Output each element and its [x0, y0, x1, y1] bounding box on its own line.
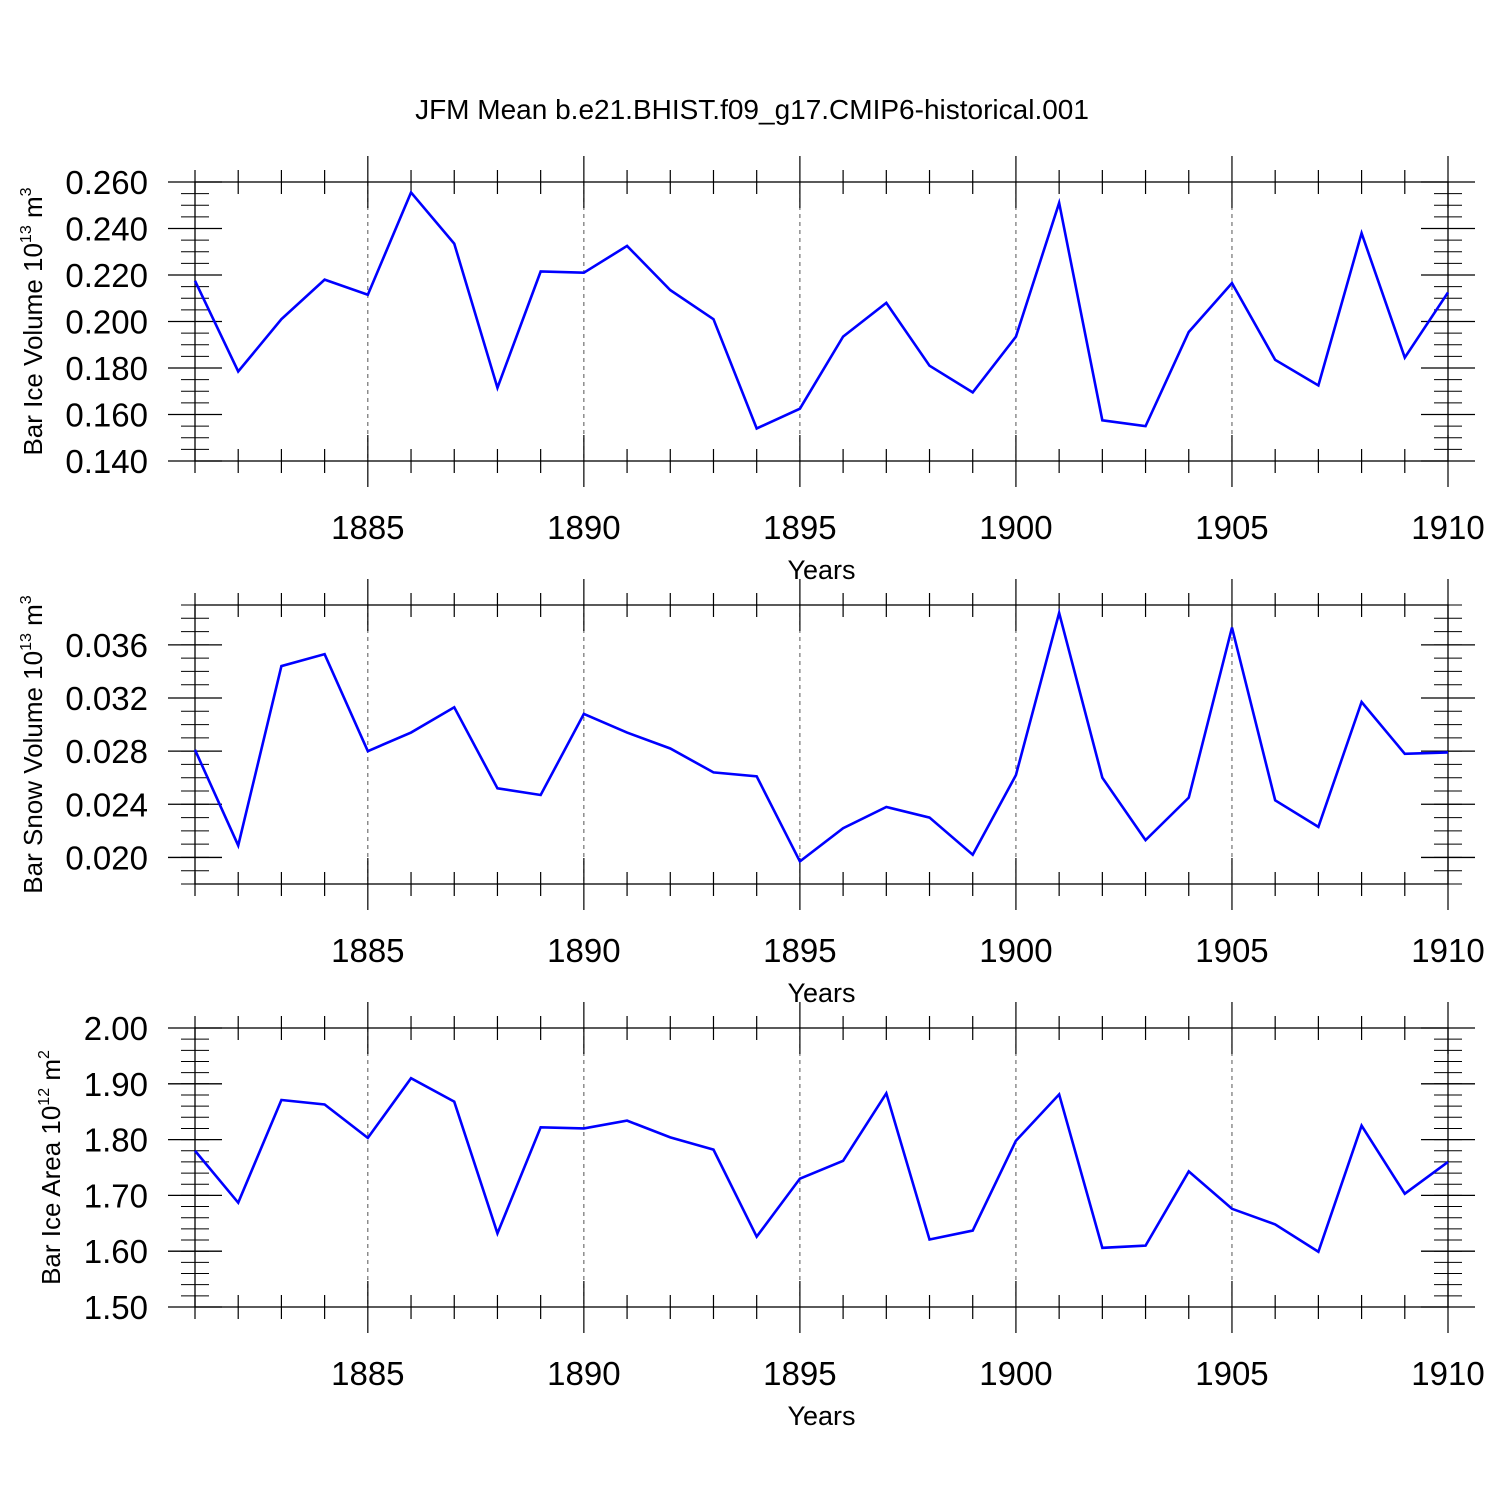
y-tick-label: 0.220 — [65, 257, 148, 294]
x-tick-label: 1895 — [763, 509, 836, 546]
y-tick-label: 0.024 — [65, 786, 148, 823]
x-axis-title: Years — [787, 555, 855, 585]
x-tick-label: 1885 — [331, 509, 404, 546]
y-tick-label: 0.028 — [65, 733, 148, 770]
y-tick-label: 0.240 — [65, 211, 148, 248]
x-tick-label: 1910 — [1411, 932, 1484, 969]
y-tick-label: 1.70 — [84, 1177, 148, 1214]
plot-frame — [195, 182, 1448, 461]
y-axis-title: Bar Ice Area 1012 m2 — [36, 1050, 66, 1285]
panel-2: 0.020 0.024 0.028 0.032 0.036 1885 1890 1895 190… — [18, 579, 1485, 1008]
series-line — [195, 1078, 1448, 1252]
x-tick-label: 1890 — [547, 932, 620, 969]
y-tick-label: 0.140 — [65, 443, 148, 480]
chart-title: JFM Mean b.e21.BHIST.f09_g17.CMIP6-histo… — [415, 94, 1089, 125]
y-axis-title: Bar Ice Volume 1013 m3 — [18, 187, 48, 455]
x-tick-label: 1885 — [331, 1355, 404, 1392]
x-tick-label: 1910 — [1411, 509, 1484, 546]
x-tick-label: 1900 — [979, 932, 1052, 969]
y-tick-label: 1.80 — [84, 1122, 148, 1159]
y-tick-label: 0.200 — [65, 304, 148, 341]
x-tick-label: 1910 — [1411, 1355, 1484, 1392]
plot-frame — [195, 1028, 1448, 1307]
series-line — [195, 192, 1448, 428]
panel-1: 0.140 0.160 0.180 0.200 0.220 0.240 0.260 1885 1… — [18, 156, 1485, 585]
y-tick-label: 0.036 — [65, 627, 148, 664]
x-tick-label: 1885 — [331, 932, 404, 969]
y-tick-label: 0.032 — [65, 680, 148, 717]
y-tick-label: 0.160 — [65, 397, 148, 434]
y-tick-label: 0.260 — [65, 164, 148, 201]
y-tick-label: 2.00 — [84, 1010, 148, 1047]
x-tick-label: 1895 — [763, 1355, 836, 1392]
panel-3: 1.50 1.60 1.70 1.80 1.90 2.00 1885 1890 1895 1900… — [36, 1002, 1485, 1431]
x-tick-label: 1890 — [547, 1355, 620, 1392]
x-axis-title: Years — [787, 978, 855, 1008]
x-axis-title: Years — [787, 1401, 855, 1431]
x-tick-label: 1895 — [763, 932, 836, 969]
x-tick-label: 1905 — [1195, 509, 1268, 546]
y-tick-label: 1.60 — [84, 1233, 148, 1270]
x-tick-label: 1900 — [979, 1355, 1052, 1392]
y-tick-label: 0.020 — [65, 839, 148, 876]
x-tick-label: 1900 — [979, 509, 1052, 546]
y-tick-label: 1.50 — [84, 1289, 148, 1326]
y-axis-title: Bar Snow Volume 1013 m3 — [18, 595, 48, 894]
y-tick-label: 0.180 — [65, 350, 148, 387]
x-tick-label: 1905 — [1195, 1355, 1268, 1392]
x-tick-label: 1905 — [1195, 932, 1268, 969]
series-line — [195, 613, 1448, 861]
y-tick-label: 1.90 — [84, 1066, 148, 1103]
x-tick-label: 1890 — [547, 509, 620, 546]
